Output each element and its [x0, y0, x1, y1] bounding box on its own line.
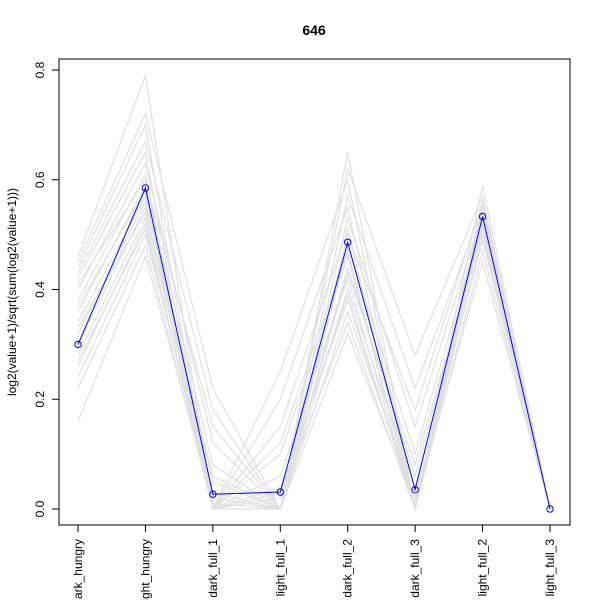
background-series-line	[77, 139, 551, 511]
x-tick-label: light_full_1	[273, 539, 287, 597]
y-tick-label: 0.8	[33, 61, 47, 78]
background-series-line	[77, 122, 551, 511]
background-series-group	[77, 73, 551, 512]
y-axis: 0.0 0.2 0.4 0.6 0.8	[33, 61, 59, 517]
x-tick-label: ight_hungry	[138, 539, 152, 600]
background-series-line	[77, 211, 551, 510]
highlight-point	[141, 184, 150, 192]
x-tick-label: light_full_2	[476, 539, 490, 597]
x-tick-label: dark_full_2	[341, 539, 355, 598]
x-tick-label: light_full_3	[543, 539, 557, 597]
x-tick-label: ark_hungry	[71, 539, 85, 599]
highlight-series-line	[77, 186, 551, 510]
highlight-series-group	[74, 184, 554, 513]
highlight-point	[74, 340, 82, 349]
background-series-line	[77, 112, 551, 511]
y-tick-label: 0.4	[33, 281, 47, 298]
background-series-line	[77, 161, 551, 511]
background-series-line	[77, 254, 551, 510]
highlight-point	[209, 490, 217, 498]
background-series-line	[77, 243, 551, 512]
highlight-point	[411, 486, 419, 494]
background-series-line	[77, 227, 551, 512]
y-axis-label: log2(value+1)/sqrt(sum(log2(value+1)))	[5, 188, 19, 396]
y-tick-label: 0.2	[33, 391, 47, 408]
background-series-line	[77, 216, 551, 510]
x-tick-label: dark_full_3	[408, 539, 422, 598]
highlight-point	[546, 505, 554, 513]
background-series-line	[77, 73, 551, 510]
y-tick-label: 0.6	[33, 171, 47, 188]
x-tick-label: dark_full_1	[206, 539, 220, 598]
highlight-point	[276, 488, 284, 496]
y-tick-label: 0.0	[33, 500, 47, 517]
chart-title: 646	[302, 22, 326, 38]
x-axis: ark_hungry ight_hungry dark_full_1 light_fu…	[71, 525, 557, 600]
highlight-point	[478, 212, 487, 221]
highlight-point	[344, 238, 352, 247]
plot-frame	[58, 58, 571, 526]
background-series-line	[77, 178, 551, 511]
